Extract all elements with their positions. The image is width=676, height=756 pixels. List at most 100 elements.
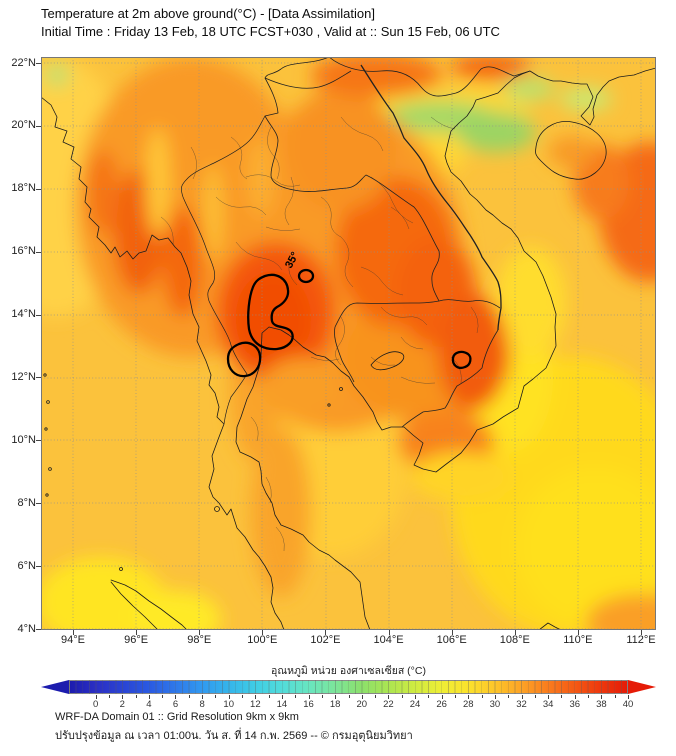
colorbar-tick-label: 34: [542, 699, 554, 710]
colorbar-overflow-arrow: [628, 680, 656, 694]
lon-tick-label: 104°E: [373, 634, 404, 646]
colorbar-tick-mark: [574, 695, 576, 699]
colorbar-tick-mark: [335, 695, 337, 699]
lat-tick-mark: [36, 188, 41, 190]
colorbar-tick-label: 36: [569, 699, 581, 710]
colorbar-tick-mark: [468, 695, 470, 699]
colorbar-tick-mark: [95, 695, 97, 699]
colorbar-tick-mark: [415, 695, 417, 699]
colorbar-tick-label: 38: [596, 699, 607, 710]
colorbar-gradient: [69, 680, 628, 694]
lat-tick-mark: [36, 251, 41, 253]
colorbar-tick-label: 26: [436, 699, 447, 710]
lon-tick-mark: [262, 630, 264, 635]
colorbar-tick-mark: [494, 695, 496, 699]
colorbar-tick-label: 30: [489, 699, 501, 710]
colorbar-tick-mark: [122, 695, 124, 699]
lon-tick-mark: [388, 630, 390, 635]
lon-tick-label: 94°E: [61, 634, 85, 646]
colorbar-tick-mark: [148, 695, 150, 699]
lon-tick-mark: [640, 630, 642, 635]
lat-tick-label: 6°N: [17, 559, 36, 572]
lon-tick-label: 98°E: [187, 634, 212, 646]
colorbar-tick-label: 28: [462, 699, 474, 710]
colorbar-segments: [69, 680, 628, 694]
temperature-map-svg: 35°: [41, 57, 656, 630]
colorbar-tick-label: 16: [303, 699, 314, 710]
colorbar-tick-mark: [188, 695, 190, 698]
colorbar-tick-mark: [321, 695, 323, 698]
lon-tick-mark: [199, 630, 201, 635]
colorbar-tick-label: 22: [383, 699, 394, 710]
lat-tick-mark: [36, 63, 41, 64]
lon-tick-label: 108°E: [499, 634, 530, 646]
lat-tick-label: 8°N: [17, 496, 36, 509]
colorbar-tick-mark: [454, 695, 456, 698]
colorbar-tick-label: 0: [92, 699, 99, 710]
colorbar-tick-mark: [508, 695, 510, 698]
lat-tick-mark: [36, 503, 41, 505]
colorbar-tick-mark: [534, 695, 536, 698]
lon-tick-mark: [136, 630, 138, 635]
colorbar-tick-mark: [388, 695, 390, 699]
lat-tick-mark: [36, 377, 41, 379]
lon-tick-mark: [577, 630, 579, 635]
temperature-field: [41, 57, 656, 630]
footer-update-info: ปรับปรุงข้อมูล ณ เวลา 01:00น. วัน ส. ที่…: [55, 730, 413, 742]
lat-tick-label: 14°N: [11, 308, 36, 321]
colorbar-tick-label: 10: [223, 699, 234, 710]
map-title: Temperature at 2m above ground(°C) - [Da…: [41, 6, 375, 21]
map-subtitle: Initial Time : Friday 13 Feb, 18 UTC FCS…: [41, 24, 500, 39]
colorbar-tick-mark: [281, 695, 283, 699]
colorbar-tick-label: 24: [409, 699, 421, 710]
coastlines: [41, 67, 656, 630]
colorbar-tick-mark: [242, 695, 244, 698]
lat-tick-label: 12°N: [11, 370, 36, 383]
temperature-contours: [226, 268, 472, 378]
colorbar-tick-mark: [108, 695, 110, 698]
colorbar-tick-mark: [135, 695, 137, 698]
lat-tick-label: 18°N: [11, 182, 36, 195]
colorbar-tick-mark: [375, 695, 377, 698]
lon-tick-label: 96°E: [124, 634, 149, 646]
colorbar-tick-mark: [202, 695, 204, 699]
colorbar-tick-mark: [548, 695, 550, 699]
colorbar-tick-label: 12: [250, 699, 261, 710]
lat-tick-mark: [36, 629, 41, 630]
colorbar-tick-mark: [521, 695, 523, 699]
colorbar-tick-mark: [441, 695, 443, 699]
colorbar-title: อุณหภูมิ หน่วย องศาเซลเซียส (°C): [271, 665, 426, 677]
colorbar-tick-mark: [401, 695, 403, 698]
lat-tick-label: 4°N: [17, 622, 36, 635]
colorbar-tick-mark: [215, 695, 217, 698]
colorbar-tick-mark: [295, 695, 297, 698]
colorbar-tick-mark: [481, 695, 483, 698]
colorbar-tick-mark: [308, 695, 310, 699]
colorbar: [41, 680, 656, 694]
lat-tick-mark: [36, 314, 41, 316]
map-canvas: 35°: [41, 57, 656, 630]
lat-tick-mark: [36, 566, 41, 568]
lon-tick-mark: [73, 630, 74, 635]
lat-tick-label: 16°N: [11, 245, 36, 258]
colorbar-tick-label: 14: [276, 699, 288, 710]
colorbar-tick-mark: [628, 695, 629, 699]
map-border: [41, 57, 656, 630]
colorbar-tick-mark: [228, 695, 230, 699]
colorbar-tick-label: 32: [516, 699, 527, 710]
colorbar-tick-mark: [614, 695, 616, 698]
colorbar-tick-label: 4: [146, 699, 152, 710]
colorbar-tick-mark: [588, 695, 590, 698]
lon-tick-label: 112°E: [626, 634, 656, 646]
colorbar-tick-label: 20: [356, 699, 368, 710]
colorbar-tick-mark: [162, 695, 164, 698]
colorbar-tick-label: 40: [622, 699, 634, 710]
lon-tick-label: 110°E: [563, 634, 593, 646]
lon-tick-label: 102°E: [310, 634, 341, 646]
province-borders: [160, 116, 479, 552]
colorbar-tick-label: 8: [199, 699, 205, 710]
colorbar-tick-label: 18: [329, 699, 341, 710]
colorbar-underflow-arrow: [41, 680, 69, 694]
colorbar-tick-label: 6: [172, 699, 179, 710]
